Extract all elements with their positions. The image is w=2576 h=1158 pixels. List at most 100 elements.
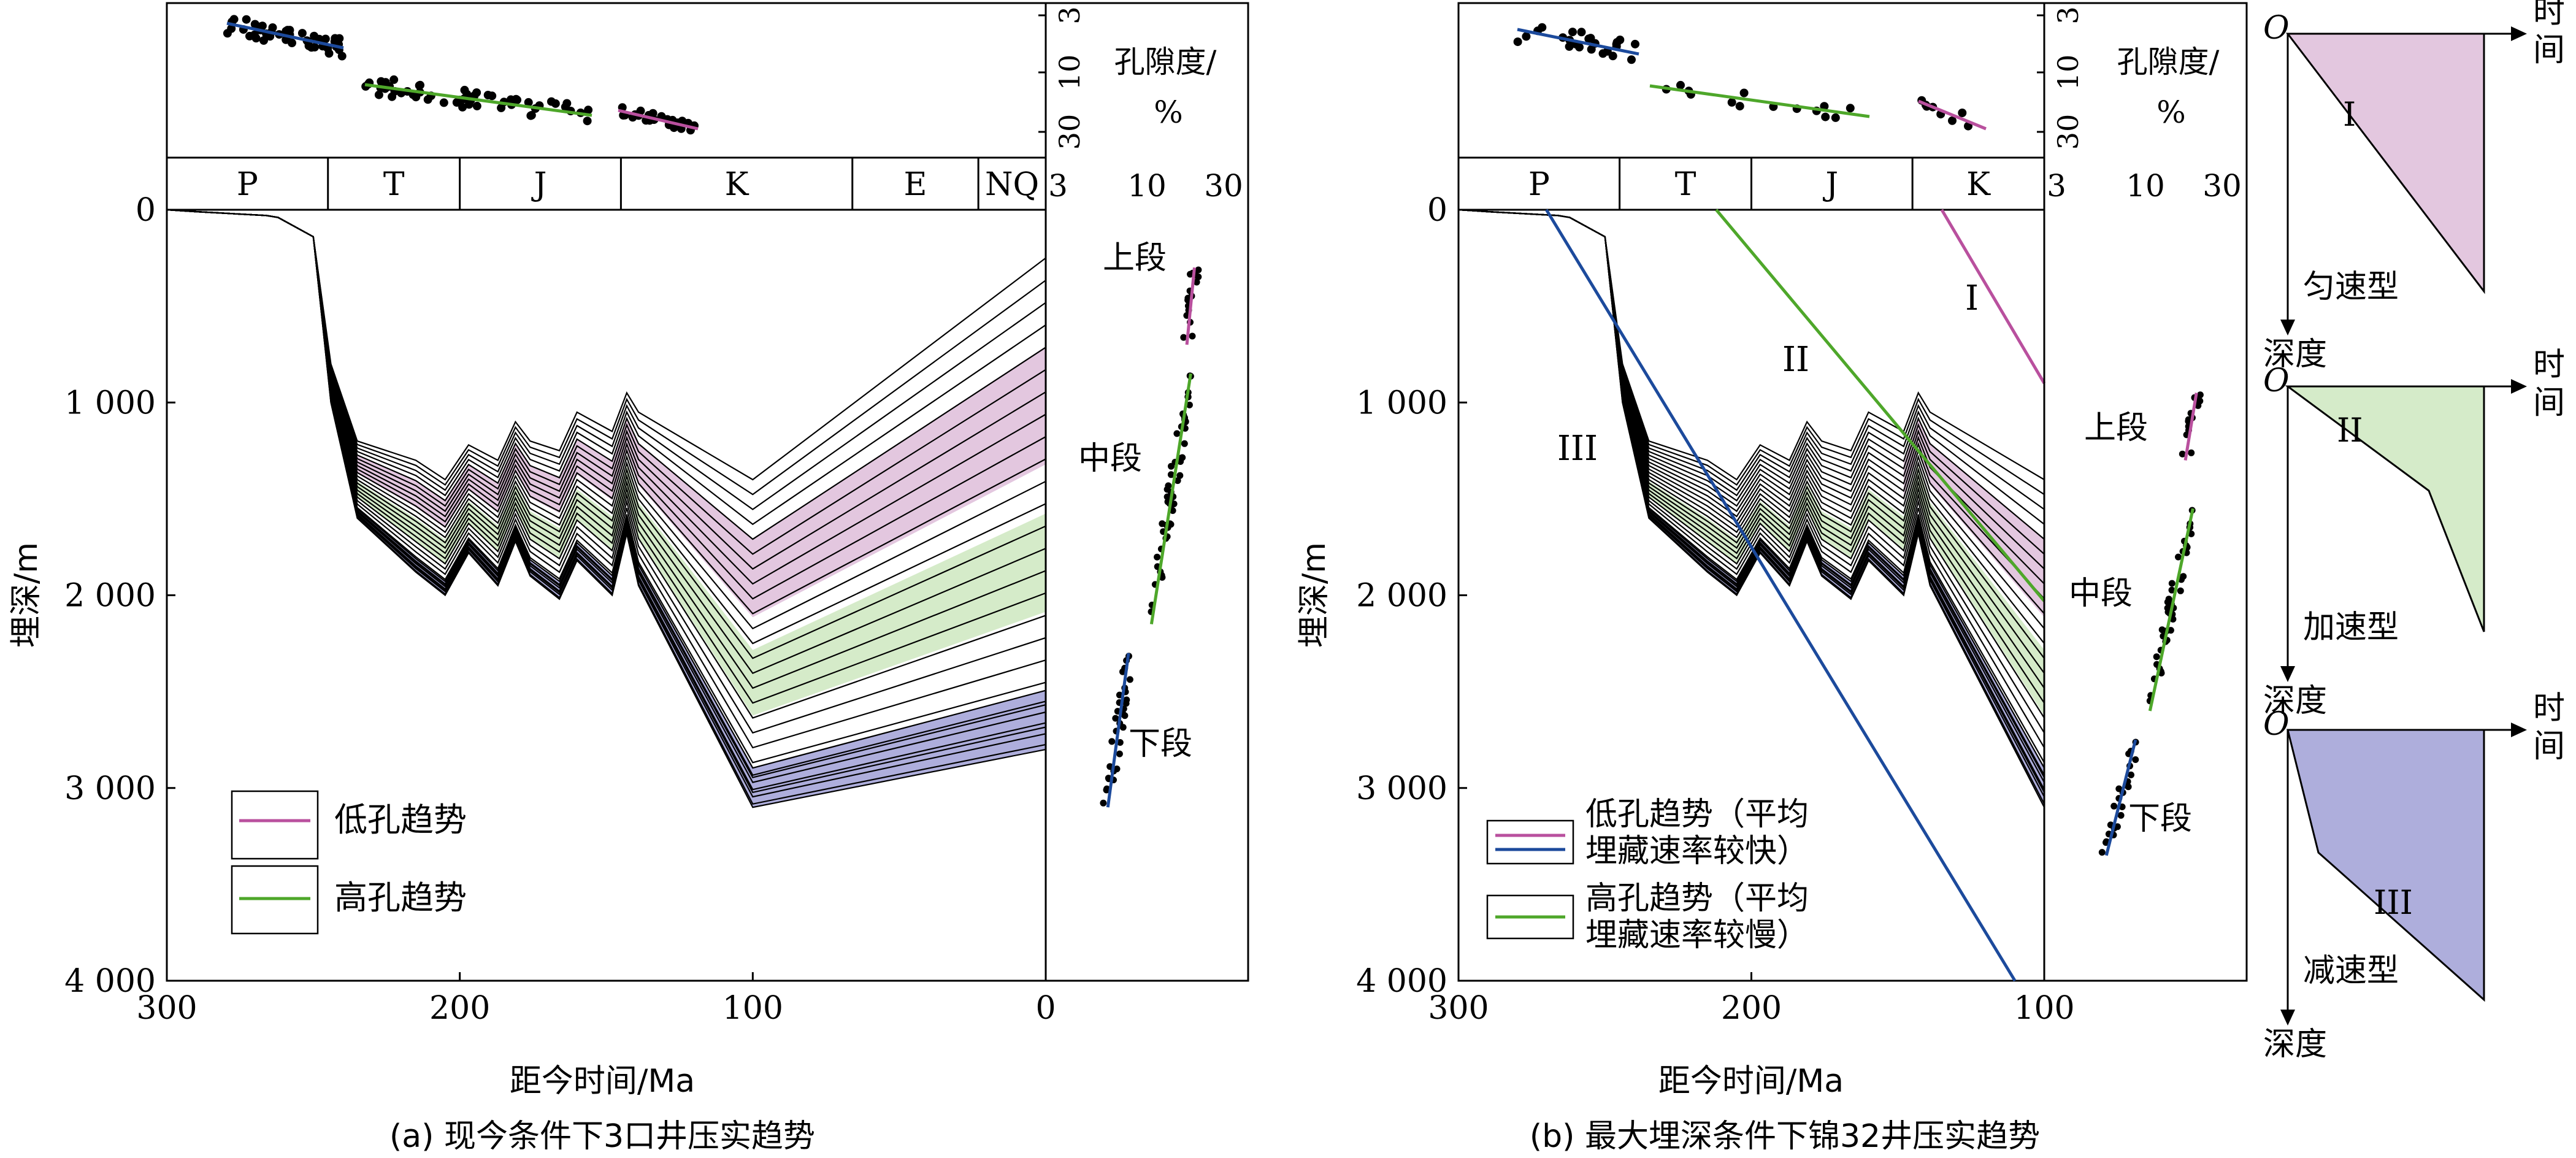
- type-label: 减速型: [2303, 953, 2399, 989]
- porosity-point: [1821, 112, 1830, 121]
- strata-label: T: [1675, 166, 1696, 203]
- type-label: 匀速型: [2303, 269, 2399, 305]
- depth-arrow-icon: [2280, 1010, 2295, 1026]
- porosity-point: [464, 100, 473, 109]
- inset-tick-label: 3: [2052, 6, 2085, 24]
- porosity-point: [297, 29, 307, 38]
- porosity-point: [506, 95, 515, 104]
- porosity-depth-point: [2128, 771, 2134, 778]
- porosity-depth-point: [1121, 712, 1129, 719]
- inset-tick-label: 10: [1053, 55, 1086, 91]
- porosity-trend-line: [618, 109, 699, 131]
- porosity-depth-trend: [2148, 508, 2195, 711]
- inset-tick-label: 30: [2052, 114, 2085, 150]
- strata-label: P: [237, 166, 258, 203]
- origin-label: O: [2263, 706, 2290, 743]
- type-numeral: III: [2374, 883, 2413, 922]
- segment-label-lower: 下段: [1129, 726, 1192, 762]
- panel-b-x-axis-label: 距今时间/Ma: [1658, 1063, 1844, 1100]
- porosity-point: [472, 101, 481, 110]
- porosity-depth-point: [2164, 604, 2171, 612]
- panel-a-porosity-label-line2: %: [1154, 94, 1183, 130]
- legend-low-label-1: 低孔趋势（平均: [1585, 796, 1809, 833]
- porosity-depth-point: [1174, 477, 1181, 485]
- porosity-point: [337, 52, 347, 61]
- legend-box: [231, 865, 319, 935]
- panel-a-caption: (a) 现今条件下3口井压实趋势: [389, 1118, 815, 1155]
- type-numeral: II: [2337, 411, 2363, 450]
- porosity-point: [551, 99, 560, 108]
- side-tick-label: 30: [2202, 168, 2242, 204]
- panel-b-y-tick-label: 4 000: [1356, 963, 1447, 1000]
- time-label-2: 间: [2533, 32, 2565, 69]
- type-numeral: I: [2343, 95, 2356, 134]
- porosity-depth-point: [1126, 676, 1133, 683]
- panel-a-legend: 低孔趋势 高孔趋势: [231, 790, 467, 935]
- porosity-depth-point: [1122, 700, 1130, 707]
- porosity-point: [439, 98, 448, 107]
- porosity-point: [1513, 37, 1522, 47]
- porosity-depth-point: [1170, 500, 1178, 507]
- burial-band-fill: [167, 210, 1046, 618]
- porosity-point: [250, 30, 259, 39]
- panel-a-y-tick-label: 1 000: [64, 385, 156, 421]
- segment-label-upper: 上段: [2084, 410, 2148, 447]
- porosity-point: [416, 80, 424, 90]
- burial-curve: [1458, 209, 2045, 674]
- porosity-point: [1584, 34, 1593, 44]
- porosity-depth-point: [1112, 715, 1119, 722]
- strata-label: E: [903, 166, 927, 203]
- zone-label-iii: III: [1557, 429, 1598, 469]
- porosity-depth-point: [1186, 401, 1193, 408]
- porosity-point: [1612, 40, 1621, 49]
- panel-a-y-tick-label: 2 000: [64, 578, 156, 615]
- origin-label: O: [2263, 10, 2290, 47]
- porosity-depth-point: [2153, 653, 2160, 661]
- porosity-depth-point: [1189, 332, 1196, 340]
- panel-b-y-tick-label: 1 000: [1356, 385, 1447, 421]
- porosity-point: [1727, 98, 1736, 107]
- porosity-point: [1831, 113, 1840, 122]
- side-tick-label: 30: [1204, 168, 1243, 204]
- panel-a-y-axis-label: 埋深/m: [8, 542, 45, 648]
- strata-label: K: [1966, 166, 1991, 203]
- legend-low-label: 低孔趋势: [334, 800, 467, 839]
- compaction-type-shape: [2285, 33, 2485, 294]
- porosity-point: [1735, 102, 1744, 111]
- porosity-point: [483, 91, 493, 99]
- segment-label-middle: 中段: [1078, 440, 1142, 477]
- zone-trend-line: [1715, 209, 2045, 602]
- porosity-depth-trend: [1106, 653, 1130, 808]
- side-tick-label: 3: [1048, 168, 1068, 204]
- porosity-depth-point: [1165, 482, 1172, 489]
- porosity-point: [283, 26, 292, 35]
- legend-high-label-2: 埋藏速率较慢）: [1585, 917, 1809, 954]
- burial-band-fill: [167, 210, 1046, 808]
- porosity-depth-point: [1116, 739, 1124, 746]
- panel-b-legend: 低孔趋势（平均 埋藏速率较快） 高孔趋势（平均 埋藏速率较慢）: [1486, 796, 1809, 954]
- porosity-depth-point: [1100, 799, 1107, 807]
- depth-label: 深度: [2263, 1026, 2327, 1063]
- panel-b-x-tick-label: 300: [1428, 990, 1489, 1027]
- porosity-point: [377, 77, 386, 86]
- porosity-point: [1575, 42, 1584, 52]
- porosity-trend-line: [1649, 84, 1870, 118]
- panel-a-porosity-column: [1045, 2, 1249, 982]
- inset-tick-label: 10: [2052, 55, 2085, 91]
- porosity-depth-point: [2165, 596, 2172, 603]
- strata-label: K: [725, 166, 749, 203]
- time-arrow-icon: [2511, 723, 2527, 737]
- porosity-point: [1577, 28, 1586, 37]
- time-label-2: 间: [2533, 385, 2565, 421]
- time-arrow-icon: [2511, 379, 2527, 394]
- panel-b-porosity-inset: [1457, 2, 2045, 159]
- burial-curve-deep: [166, 209, 1046, 805]
- porosity-depth-point: [2177, 587, 2184, 594]
- porosity-point: [513, 95, 521, 104]
- panel-b-porosity-column: [2043, 2, 2248, 982]
- porosity-depth-point: [1195, 266, 1202, 274]
- panel-a-x-tick-label: 100: [723, 990, 783, 1027]
- porosity-depth-point: [2179, 450, 2186, 458]
- depth-arrow-icon: [2280, 666, 2295, 682]
- legend-box: [231, 790, 319, 860]
